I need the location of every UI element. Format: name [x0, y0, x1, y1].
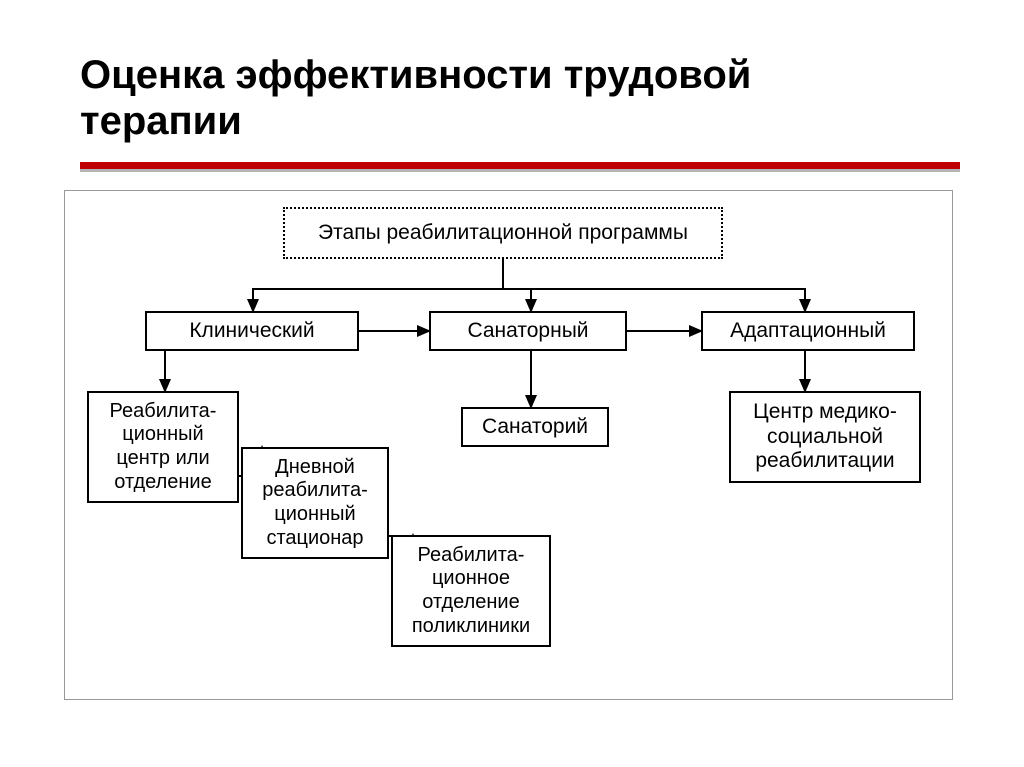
edge-n_top-n_stage1 [253, 259, 503, 311]
edge-n_top-n_stage3 [503, 259, 805, 311]
node-n_stage3: Адаптационный [701, 311, 915, 351]
title-underline [80, 162, 960, 169]
slide: Оценка эффективности трудовой терапии Эт… [0, 0, 1024, 767]
node-label: Адаптационный [730, 319, 886, 344]
node-n_sub3: Реабилита-ционноеотделениеполиклиники [391, 535, 551, 647]
node-n_center: Центр медико-социальнойреабилитации [729, 391, 921, 483]
title-underline-shadow [80, 169, 960, 172]
node-label: Реабилита-ционноеотделениеполиклиники [412, 544, 530, 638]
node-label: Реабилита-ционныйцентр илиотделение [110, 400, 217, 494]
node-n_stage1: Клинический [145, 311, 359, 351]
node-label: Дневнойреабилита-ционныйстационар [262, 456, 368, 550]
node-label: Центр медико-социальнойреабилитации [753, 400, 897, 474]
node-label: Этапы реабилитационной программы [318, 221, 688, 245]
node-n_top: Этапы реабилитационной программы [283, 207, 723, 259]
node-label: Санаторный [467, 319, 588, 344]
node-label: Клинический [189, 319, 314, 344]
page-title: Оценка эффективности трудовой терапии [80, 52, 840, 144]
node-label: Санаторий [482, 415, 588, 440]
node-n_stage2: Санаторный [429, 311, 627, 351]
diagram-frame: Этапы реабилитационной программы Клиничес… [64, 190, 953, 700]
node-n_sub1: Реабилита-ционныйцентр илиотделение [87, 391, 239, 503]
edge-n_top-n_stage2 [503, 259, 531, 311]
node-n_sub2: Дневнойреабилита-ционныйстационар [241, 447, 389, 559]
node-n_san: Санаторий [461, 407, 609, 447]
